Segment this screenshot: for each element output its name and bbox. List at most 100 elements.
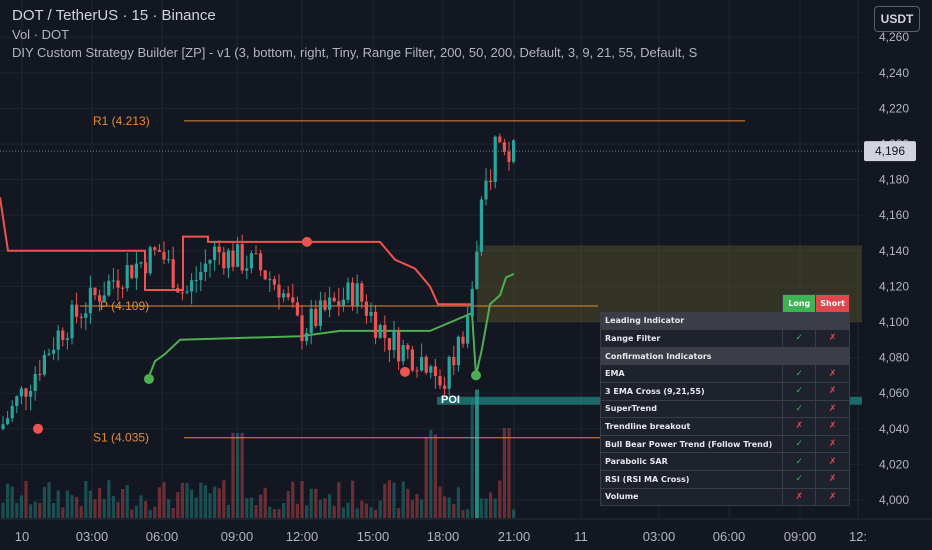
volume-bar	[194, 497, 198, 518]
candle-body	[282, 293, 286, 298]
table-section-row: Confirmation Indicators	[600, 346, 850, 366]
table-row: Bull Bear Power Trend (Follow Trend) ✓ ✗	[599, 434, 850, 454]
volume-bar	[512, 509, 516, 518]
candle-body	[254, 253, 258, 255]
candle-body	[111, 280, 115, 282]
volume-bar	[452, 503, 456, 518]
candle-body	[157, 249, 161, 252]
short-status-icon: ✗	[815, 434, 850, 454]
candle-body	[263, 270, 267, 280]
candle-body	[1, 424, 5, 429]
x-tick-label: 09:00	[784, 529, 817, 544]
candle-body	[277, 284, 281, 298]
long-status-icon: ✓	[782, 452, 817, 471]
volume-bar	[443, 496, 447, 518]
volume-bar	[88, 490, 92, 518]
candle-body	[392, 331, 396, 351]
candle-body	[328, 297, 332, 310]
candle-body	[502, 142, 506, 152]
y-tick-label: 4,240	[879, 66, 909, 80]
volume-bar	[84, 480, 88, 518]
candle-body	[176, 287, 180, 293]
volume-bar	[259, 494, 263, 518]
volume-bar	[98, 487, 102, 518]
candle-body	[433, 366, 437, 377]
candle-body	[231, 250, 235, 267]
volume-bar	[42, 486, 46, 518]
volume-bar	[38, 503, 42, 518]
short-status-icon: ✗	[815, 381, 850, 401]
candle-body	[38, 373, 42, 375]
long-status-icon: ✓	[782, 469, 817, 489]
volume-bar	[185, 483, 189, 518]
candle-body	[383, 325, 387, 339]
candle-body	[226, 250, 230, 269]
volume-bar	[286, 491, 290, 518]
volume-bar	[208, 493, 212, 518]
short-status-icon: ✗	[815, 452, 850, 471]
short-status-icon: ✗	[815, 364, 850, 383]
signal-dot	[302, 236, 312, 247]
y-tick-label: 4,100	[879, 315, 909, 329]
price-axis: 4,000 4,020 4,040 4,060 4,080 4,100 4,120 4,140…	[0, 30, 916, 507]
volume-bar	[502, 428, 506, 518]
volume-bar	[433, 434, 437, 518]
table-row: EMA ✓ ✗	[599, 364, 850, 383]
candle-body	[420, 356, 424, 371]
volume-bar	[1, 502, 5, 518]
candle-body	[429, 366, 433, 373]
signal-dot	[144, 373, 154, 384]
candle-body	[309, 308, 313, 333]
candle-body	[194, 280, 198, 282]
candle-body	[19, 388, 23, 397]
y-tick-label: 4,020	[879, 457, 909, 471]
volume-bar	[203, 485, 207, 518]
candle-body	[443, 385, 447, 389]
last-price-tag	[864, 141, 916, 162]
candle-body	[79, 316, 83, 318]
candle-body	[15, 396, 19, 407]
volume-bar	[236, 433, 240, 518]
candle-body	[56, 330, 60, 350]
candle-body	[10, 406, 14, 419]
volume-bar	[93, 499, 97, 518]
x-tick-label: 06:00	[146, 529, 179, 544]
candle-body	[452, 356, 456, 366]
indicator-name: Range Filter	[599, 329, 784, 348]
volume-bar	[346, 502, 350, 518]
volume-bar	[190, 489, 194, 518]
y-tick-label: 4,000	[879, 493, 909, 507]
candle-body	[415, 370, 419, 372]
candle-body	[493, 136, 497, 182]
candle-body	[507, 151, 511, 162]
signal-dot	[471, 370, 481, 381]
candle-body	[222, 252, 226, 269]
last-price-value: 4,196	[875, 144, 905, 158]
currency-button[interactable]: USDT	[874, 6, 920, 32]
x-tick-label: 12:	[849, 529, 867, 544]
table-row: Parabolic SAR ✓ ✗	[599, 452, 850, 471]
time-axis: 10 03:00 06:00 09:00 12:00 15:00 18:00 21:00 11 0…	[0, 518, 932, 544]
x-tick-label: 03:00	[76, 529, 109, 544]
volume-bar	[341, 507, 345, 518]
candle-body	[314, 308, 318, 326]
candle-body	[374, 311, 378, 338]
candle-body	[180, 292, 184, 294]
pivot-label: P (4.109)	[100, 299, 149, 313]
candle-body	[65, 338, 69, 340]
candle-body	[295, 302, 299, 316]
volume-bar	[378, 500, 382, 518]
volume-bar	[314, 488, 318, 518]
volume-bar	[470, 398, 474, 518]
indicator-name: Parabolic SAR	[599, 452, 784, 471]
volume-bar	[337, 482, 341, 518]
volume-bar	[318, 499, 322, 518]
volume-bar	[282, 503, 286, 518]
candle-body	[84, 313, 88, 318]
candle-body	[199, 271, 203, 281]
volume-bar	[387, 480, 391, 518]
volume-bar	[374, 509, 378, 518]
volume-bar	[383, 483, 387, 518]
volume-bar	[456, 487, 460, 518]
